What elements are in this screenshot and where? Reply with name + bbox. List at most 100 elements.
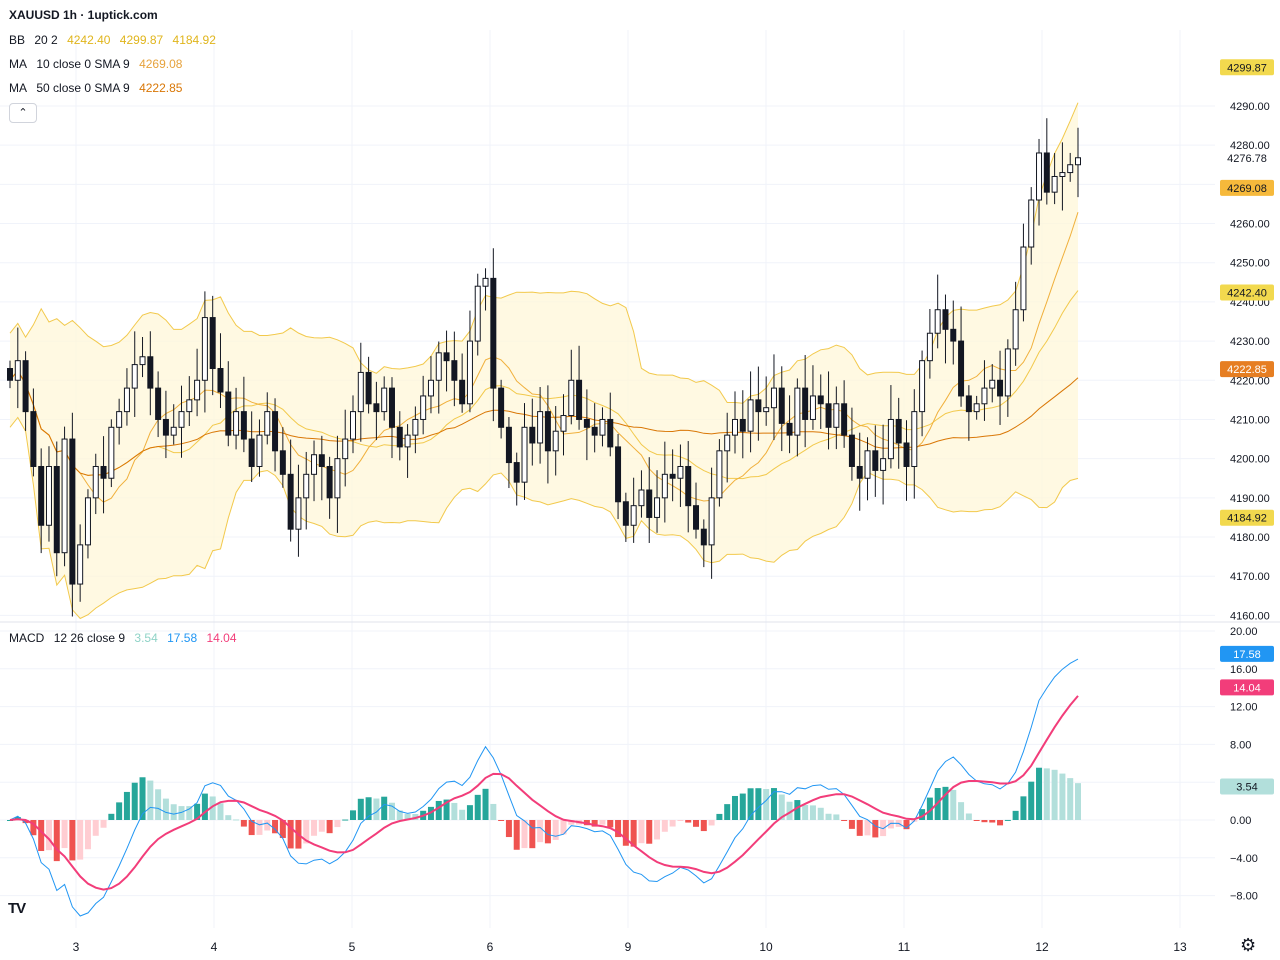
ma50-line (9, 369, 1079, 476)
macd-histogram-bar (123, 791, 130, 820)
candle-body (248, 438, 255, 467)
candle-body (763, 407, 770, 413)
candle-body (233, 411, 240, 436)
bb-lower-badge: 4184.92 (1227, 513, 1267, 525)
macd-histogram-bar (116, 802, 123, 820)
candle-body (693, 505, 700, 530)
macd-histogram-bar (272, 820, 279, 834)
candle-body (123, 387, 130, 413)
candle-body (303, 473, 310, 499)
macd-pane (7, 658, 1081, 917)
bb-upper-line (9, 102, 1079, 404)
macd-histogram-bar (30, 820, 37, 836)
candle-body (459, 379, 466, 405)
candle-body (989, 379, 996, 389)
macd-histogram-bar (770, 788, 777, 820)
candle-body (529, 426, 536, 444)
candle-body (755, 399, 762, 413)
candle-body (53, 465, 60, 554)
macd-histogram-bar (693, 820, 700, 827)
gear-icon[interactable]: ⚙ (1240, 935, 1257, 955)
candle-body (69, 438, 76, 585)
bb-value-upper: 4299.87 (119, 33, 164, 47)
candle-body (116, 411, 123, 428)
price-tick-label: 4160.00 (1230, 610, 1270, 622)
candle-body (498, 387, 505, 428)
candle-body (724, 434, 731, 452)
macd-histogram-bar (817, 807, 824, 820)
macd-histogram-bar (677, 820, 684, 821)
ma50-badge-bg (1220, 361, 1274, 378)
ma50-badge: 4222.85 (1227, 364, 1267, 376)
ma50-legend[interactable]: MA 50 close 0 SMA 9 4222.85 (9, 81, 188, 95)
chevron-up-icon: ⌃ (18, 107, 28, 119)
time-tick-label: 9 (625, 940, 632, 954)
macd-histogram-bar (373, 798, 380, 820)
macd-histogram-bar (147, 780, 154, 820)
candle-body (443, 352, 450, 362)
candle-body (427, 379, 434, 397)
macd-signal-value: 14.04 (206, 631, 237, 645)
bb-legend[interactable]: BB 20 2 4242.40 4299.87 4184.92 (9, 33, 222, 47)
macd-histogram-bar (591, 820, 598, 827)
macd-histogram-bar (833, 814, 840, 820)
candle-body (747, 399, 754, 432)
macd-histogram-bar (334, 820, 341, 828)
candle-body (108, 426, 115, 479)
price-axis[interactable]: 4160.00 4170.00 4180.00 4190.00 4200.00 4210.… (73, 101, 1270, 954)
candle-body (685, 465, 692, 507)
macd-histogram-bar (786, 801, 793, 820)
candle-body (420, 395, 427, 420)
macd-legend[interactable]: MACD 12 26 close 9 3.54 17.58 14.04 (9, 631, 243, 645)
candle-body (61, 438, 68, 554)
macd-histogram-bar (942, 786, 949, 820)
ma50-value: 4222.85 (139, 81, 183, 95)
bb-fill (10, 102, 1078, 619)
value-badges: 4299.87 4276.78 4269.08 4242.40 4222.85 4184.… (1220, 59, 1274, 795)
macd-hist-value: 3.54 (134, 631, 158, 645)
bb-basis-badge: 4242.40 (1227, 287, 1267, 299)
candle-body (622, 501, 629, 526)
price-tick-label: 4190.00 (1230, 493, 1270, 505)
macd-histogram-bar (365, 797, 372, 820)
signal-line (9, 695, 1079, 891)
candle-body (864, 450, 871, 479)
ma10-value: 4269.08 (139, 57, 183, 71)
collapse-legend-button[interactable]: ⌃ (9, 103, 37, 123)
hist-badge-bg (1220, 778, 1274, 795)
candle-body (817, 395, 824, 405)
macd-histogram-bar (856, 820, 863, 836)
ma10-legend[interactable]: MA 10 close 0 SMA 9 4269.08 (9, 57, 188, 71)
macd-tick-label: 0.00 (1230, 815, 1251, 827)
macd-histogram-bar (544, 820, 551, 844)
candle-body (638, 489, 645, 507)
macd-histogram-bar (459, 809, 466, 820)
candle-body (841, 403, 848, 436)
bb-basis-badge-bg (1220, 284, 1274, 301)
macd-histogram-bar (350, 810, 357, 820)
macd-histogram-bar (69, 820, 76, 861)
candle-body (958, 340, 965, 397)
price-tick-label: 4230.00 (1230, 336, 1270, 348)
candle-body (396, 426, 403, 448)
candle-body (880, 458, 887, 471)
candle-body (739, 418, 746, 432)
time-tick-label: 5 (349, 940, 356, 954)
macd-histogram-bar (872, 820, 879, 838)
candle-body (583, 418, 590, 428)
candle-body (942, 309, 949, 330)
macd-histogram-bar (887, 820, 894, 829)
macd-histogram-bar (755, 788, 762, 820)
ma10-badge: 4269.08 (1227, 183, 1267, 195)
candle-body (194, 379, 201, 401)
candle-body (731, 418, 738, 436)
candle-body (350, 411, 357, 440)
price-tick-label: 4260.00 (1230, 219, 1270, 231)
tradingview-logo-icon[interactable]: TV (8, 900, 26, 917)
candle-body (30, 411, 37, 467)
candle-body (646, 489, 653, 518)
macd-histogram-bar (108, 813, 115, 820)
macd-histogram-bar (521, 820, 528, 849)
candle-body (1012, 309, 1019, 350)
